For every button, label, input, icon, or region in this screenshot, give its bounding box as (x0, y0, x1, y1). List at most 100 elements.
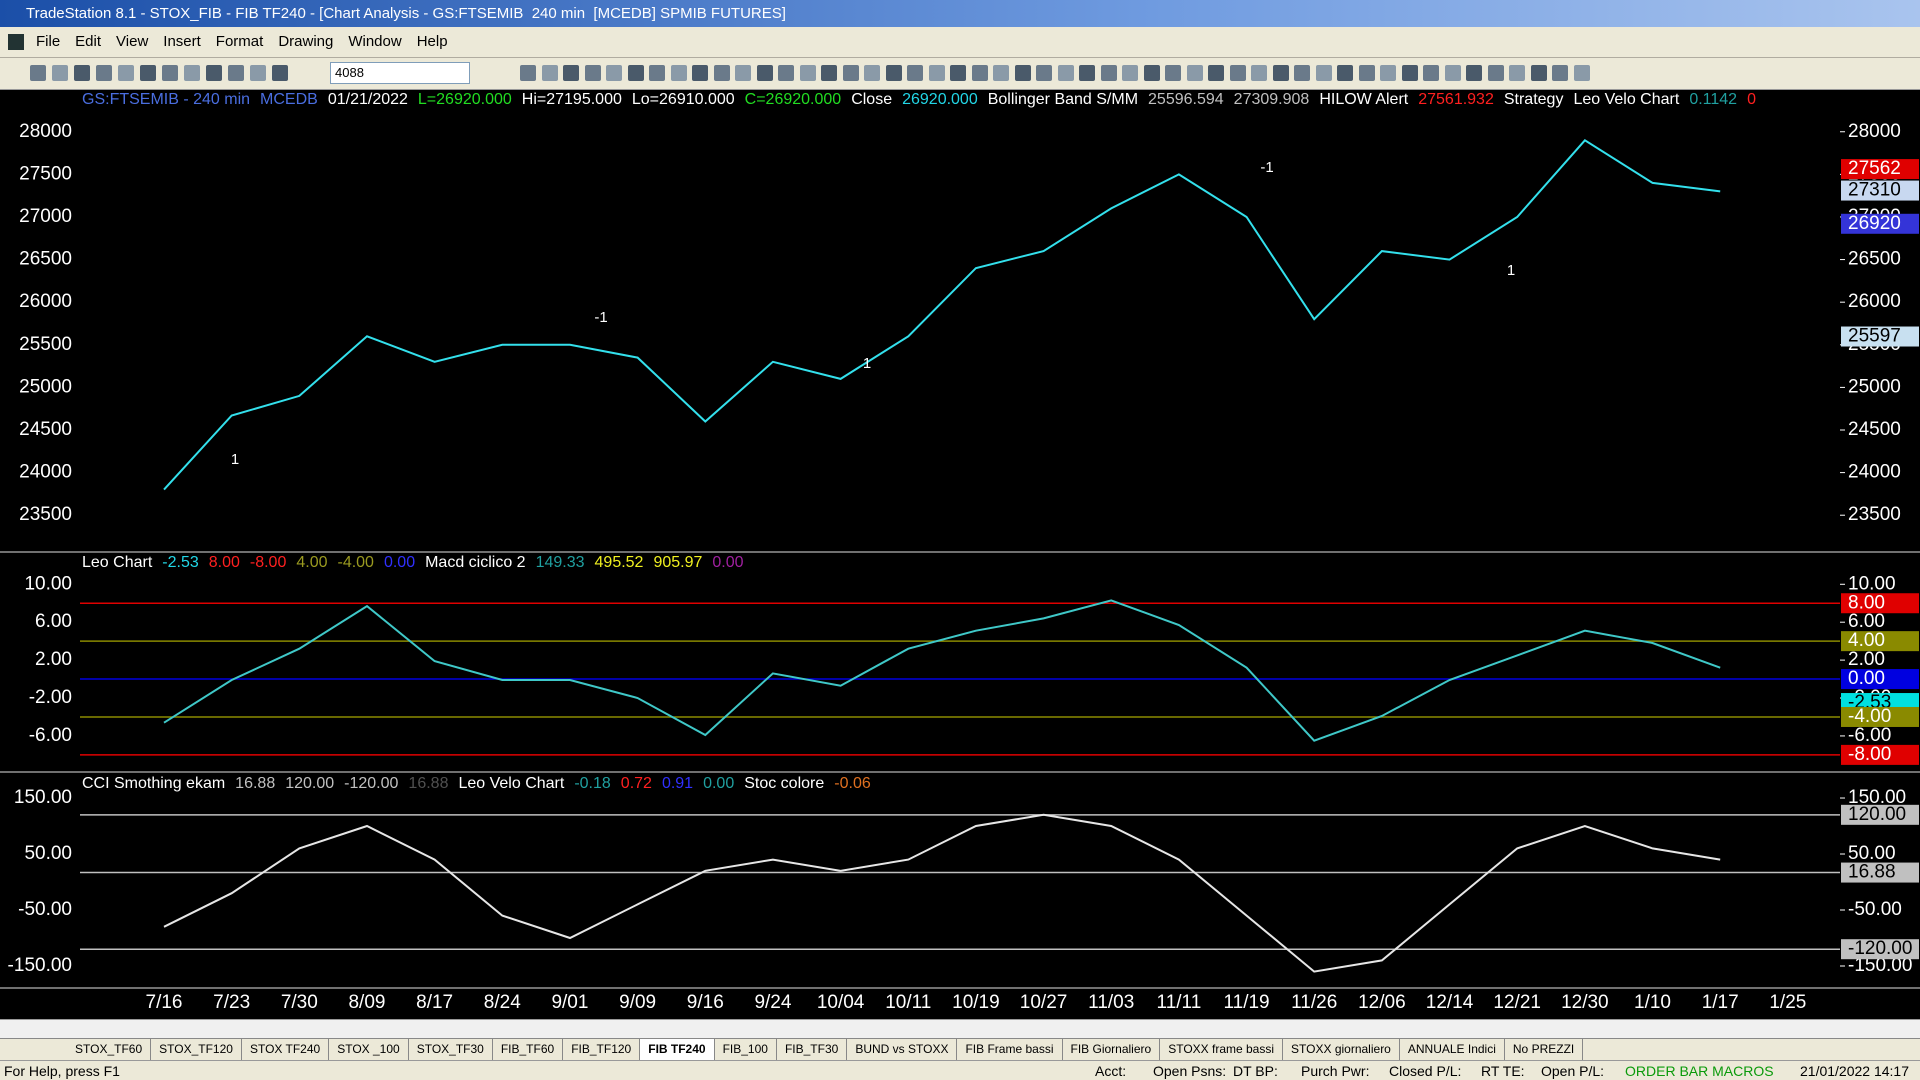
toolbar-button[interactable] (584, 65, 601, 81)
toolbar-button[interactable] (1208, 65, 1224, 81)
toolbar-button[interactable] (971, 65, 988, 81)
toolbar-button[interactable] (778, 65, 794, 81)
toolbar-button[interactable] (118, 65, 134, 81)
toolbar-button[interactable] (52, 65, 68, 81)
toolbar-button[interactable] (1122, 65, 1138, 81)
toolbar-button[interactable] (1143, 65, 1160, 81)
menu-item[interactable]: File (36, 33, 61, 50)
toolbar-button[interactable] (1509, 65, 1525, 81)
toolbar-button[interactable] (864, 65, 880, 81)
toolbar-button[interactable] (1573, 65, 1590, 81)
toolbar-button[interactable] (1100, 65, 1117, 81)
toolbar-button[interactable] (1552, 65, 1568, 81)
toolbar-button[interactable] (756, 65, 773, 81)
toolbar-button[interactable] (735, 65, 751, 81)
toolbar-button[interactable] (250, 65, 266, 81)
tab[interactable]: STOX_TF120 (151, 1039, 242, 1060)
menu-item[interactable]: Insert (163, 33, 201, 50)
toolbar-button[interactable] (1229, 65, 1246, 81)
toolbar-button[interactable] (670, 65, 687, 81)
menu-item[interactable]: View (116, 33, 149, 50)
toolbar-button[interactable] (1079, 65, 1095, 81)
toolbar-button[interactable] (1337, 65, 1353, 81)
toolbar-button[interactable] (1423, 65, 1439, 81)
scrollbar[interactable] (0, 1019, 1920, 1039)
toolbar-button[interactable] (1014, 65, 1031, 81)
tab[interactable]: No PREZZI (1505, 1039, 1584, 1060)
tab[interactable]: FIB_TF120 (563, 1039, 641, 1060)
menu-item[interactable]: Window (348, 33, 402, 50)
toolbar-button[interactable] (993, 65, 1009, 81)
y-tick-label: 2.00 (35, 649, 72, 670)
toolbar-button[interactable] (692, 65, 708, 81)
toolbar-button[interactable] (799, 65, 816, 81)
toolbar-button[interactable] (1401, 65, 1418, 81)
toolbar-button[interactable] (606, 65, 622, 81)
menu-item[interactable]: Format (215, 33, 264, 50)
tab[interactable]: FIB_TF30 (777, 1039, 848, 1060)
tab[interactable]: STOX_TF60 (67, 1039, 152, 1060)
symbol-box[interactable]: 4088 (330, 62, 470, 84)
tab[interactable]: BUND vs STOXX (847, 1039, 958, 1060)
toolbar-button[interactable] (907, 65, 923, 81)
toolbar-button[interactable] (1487, 65, 1504, 81)
tab[interactable]: STOXX frame bassi (1160, 1039, 1284, 1060)
toolbar-button[interactable] (96, 65, 112, 81)
header-item: -2.53 (162, 554, 199, 571)
tab[interactable]: STOX TF240 (242, 1039, 330, 1060)
toolbar-button[interactable] (74, 65, 90, 81)
toolbar-button[interactable] (1315, 65, 1332, 81)
toolbar-button[interactable] (821, 65, 837, 81)
menu-item[interactable]: Help (416, 33, 448, 50)
tab[interactable]: ANNUALE Indici (1400, 1039, 1505, 1060)
toolbar-button[interactable] (627, 65, 644, 81)
y-tick-label: -50.00 (18, 899, 72, 920)
toolbar-button[interactable] (272, 65, 288, 81)
menu-item[interactable]: Drawing (278, 33, 334, 50)
toolbar-button[interactable] (162, 65, 178, 81)
toolbar-button[interactable] (1466, 65, 1482, 81)
menu-item[interactable]: Edit (75, 33, 102, 50)
toolbar-button[interactable] (1294, 65, 1310, 81)
toolbar-button[interactable] (1444, 65, 1461, 81)
tab[interactable]: FIB_100 (715, 1039, 777, 1060)
toolbar-button[interactable] (928, 65, 945, 81)
toolbar-button[interactable] (649, 65, 665, 81)
toolbar-button[interactable] (1036, 65, 1052, 81)
tab[interactable]: STOX_TF30 (409, 1039, 493, 1060)
header-item: -8.00 (249, 554, 287, 571)
toolbar-button[interactable] (1057, 65, 1074, 81)
toolbar-button[interactable] (950, 65, 966, 81)
toolbar-button[interactable] (1358, 65, 1375, 81)
tab[interactable]: FIB Frame bassi (957, 1039, 1063, 1060)
toolbar-button[interactable] (1380, 65, 1396, 81)
title-bar: TradeStation 8.1 - STOX_FIB - FIB TF240 … (0, 0, 1920, 27)
toolbar-button[interactable] (228, 65, 244, 81)
toolbar-button[interactable] (30, 65, 46, 81)
header-item: 26920.000 (902, 91, 978, 108)
toolbar-button[interactable] (184, 65, 200, 81)
toolbar-button[interactable] (206, 65, 222, 81)
level-box (1841, 159, 1919, 180)
toolbar-button[interactable] (1251, 65, 1267, 81)
y-tick-label: 24500 (19, 419, 72, 440)
toolbar-button[interactable] (140, 65, 156, 81)
tab[interactable]: FIB Giornaliero (1063, 1039, 1161, 1060)
toolbar-button[interactable] (541, 65, 558, 81)
toolbar-button[interactable] (1165, 65, 1181, 81)
tab[interactable]: STOXX giornaliero (1283, 1039, 1400, 1060)
header-item: 25596.594 (1148, 91, 1224, 108)
toolbar-button[interactable] (713, 65, 730, 81)
toolbar-button[interactable] (1186, 65, 1203, 81)
toolbar-button[interactable] (1530, 65, 1547, 81)
toolbar-button[interactable] (885, 65, 902, 81)
toolbar-button[interactable] (563, 65, 579, 81)
header-item: 0.91 (661, 775, 694, 792)
toolbar-button[interactable] (520, 65, 536, 81)
tab[interactable]: FIB TF240 (640, 1039, 715, 1060)
toolbar-button[interactable] (842, 65, 859, 81)
tab[interactable]: STOX _100 (329, 1039, 409, 1060)
tab[interactable]: FIB_TF60 (493, 1039, 564, 1060)
menu-bar: File Edit View Insert Format Drawing Window Hel… (0, 27, 1920, 58)
toolbar-button[interactable] (1272, 65, 1289, 81)
